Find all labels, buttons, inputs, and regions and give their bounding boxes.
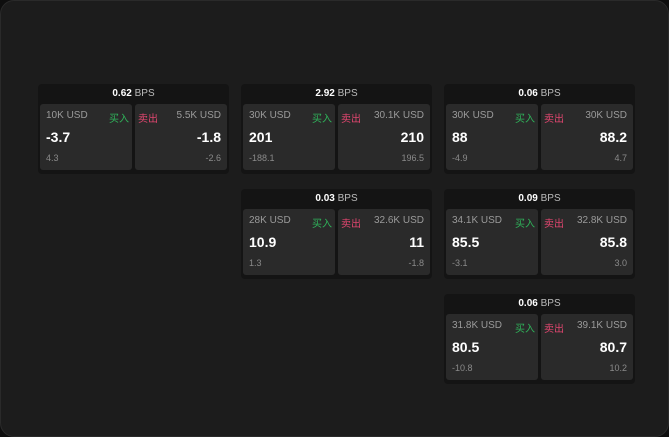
spread-unit: BPS	[540, 88, 561, 99]
sell-amount: 32.8K USD	[576, 215, 627, 226]
sell-amount: 32.6K USD	[373, 215, 424, 226]
sell-amount: 39.1K USD	[576, 320, 627, 331]
buy-change: 1.3	[249, 258, 262, 268]
sell-label: 卖出	[544, 324, 564, 335]
buy-price: 201	[249, 129, 273, 145]
sell-amount: 30K USD	[585, 110, 627, 121]
buy-price: 10.9	[249, 234, 277, 250]
sell-price: 85.8	[599, 234, 627, 250]
buy-price: 80.5	[452, 339, 480, 355]
buy-cell[interactable]: 34.1K USD 买入 85.5 -3.1	[446, 209, 538, 275]
sell-change: 196.5	[401, 153, 424, 163]
sell-label: 卖出	[341, 219, 361, 230]
sell-price: 88.2	[599, 129, 627, 145]
spread-value: 0.06	[518, 298, 538, 309]
buy-price: 88	[452, 129, 468, 145]
spread-value: 0.03	[315, 193, 335, 204]
buy-label: 买入	[515, 114, 535, 125]
buy-amount: 31.8K USD	[452, 320, 503, 331]
spread-value: 2.92	[315, 88, 335, 99]
buy-price: -3.7	[46, 129, 71, 145]
buy-label: 买入	[312, 114, 332, 125]
sell-cell[interactable]: 卖出 30K USD 88.2 4.7	[541, 104, 633, 170]
quote-card: 0.06 BPS 31.8K USD 买入 80.5 -10.8 卖出 39.1…	[444, 294, 635, 384]
buy-change: -4.9	[452, 153, 468, 163]
buy-amount: 28K USD	[249, 215, 291, 226]
spread-header: 0.06 BPS	[444, 84, 635, 104]
buy-amount: 30K USD	[452, 110, 494, 121]
sell-price: 210	[400, 129, 424, 145]
spread-header: 0.62 BPS	[38, 84, 229, 104]
buy-change: 4.3	[46, 153, 59, 163]
spread-value: 0.09	[518, 193, 538, 204]
spread-unit: BPS	[134, 88, 155, 99]
sell-change: 4.7	[614, 153, 627, 163]
sell-label: 卖出	[341, 114, 361, 125]
spread-header: 2.92 BPS	[241, 84, 432, 104]
spread-unit: BPS	[540, 298, 561, 309]
buy-label: 买入	[515, 219, 535, 230]
sell-price: 80.7	[599, 339, 627, 355]
spread-unit: BPS	[337, 193, 358, 204]
buy-cell[interactable]: 30K USD 买入 201 -188.1	[243, 104, 335, 170]
sell-cell[interactable]: 卖出 39.1K USD 80.7 10.2	[541, 314, 633, 380]
sell-price: 11	[409, 234, 424, 250]
spread-value: 0.62	[112, 88, 132, 99]
sell-change: 10.2	[609, 363, 627, 373]
sell-change: -2.6	[205, 153, 221, 163]
quote-card: 0.06 BPS 30K USD 买入 88 -4.9 卖出 30K USD 8…	[444, 84, 635, 174]
spread-header: 0.06 BPS	[444, 294, 635, 314]
spread-header: 0.03 BPS	[241, 189, 432, 209]
buy-cell[interactable]: 31.8K USD 买入 80.5 -10.8	[446, 314, 538, 380]
sell-price: -1.8	[196, 129, 221, 145]
spread-unit: BPS	[337, 88, 358, 99]
sell-cell[interactable]: 卖出 5.5K USD -1.8 -2.6	[135, 104, 227, 170]
sell-label: 卖出	[544, 219, 564, 230]
buy-change: -10.8	[452, 363, 473, 373]
quote-card: 0.03 BPS 28K USD 买入 10.9 1.3 卖出 32.6K US…	[241, 189, 432, 279]
buy-change: -3.1	[452, 258, 468, 268]
buy-price: 85.5	[452, 234, 480, 250]
buy-cell[interactable]: 28K USD 买入 10.9 1.3	[243, 209, 335, 275]
buy-label: 买入	[109, 114, 129, 125]
sell-cell[interactable]: 卖出 32.6K USD 11 -1.8	[338, 209, 430, 275]
buy-amount: 30K USD	[249, 110, 291, 121]
sell-cell[interactable]: 卖出 30.1K USD 210 196.5	[338, 104, 430, 170]
buy-label: 买入	[312, 219, 332, 230]
sell-label: 卖出	[138, 114, 158, 125]
buy-amount: 10K USD	[46, 110, 88, 121]
quote-card: 0.09 BPS 34.1K USD 买入 85.5 -3.1 卖出 32.8K…	[444, 189, 635, 279]
buy-cell[interactable]: 10K USD 买入 -3.7 4.3	[40, 104, 132, 170]
spread-header: 0.09 BPS	[444, 189, 635, 209]
sell-change: 3.0	[614, 258, 627, 268]
buy-cell[interactable]: 30K USD 买入 88 -4.9	[446, 104, 538, 170]
buy-label: 买入	[515, 324, 535, 335]
sell-cell[interactable]: 卖出 32.8K USD 85.8 3.0	[541, 209, 633, 275]
quote-card: 0.62 BPS 10K USD 买入 -3.7 4.3 卖出 5.5K USD…	[38, 84, 229, 174]
buy-change: -188.1	[249, 153, 275, 163]
spread-value: 0.06	[518, 88, 538, 99]
sell-amount: 30.1K USD	[373, 110, 424, 121]
buy-amount: 34.1K USD	[452, 215, 503, 226]
spread-unit: BPS	[540, 193, 561, 204]
sell-label: 卖出	[544, 114, 564, 125]
quote-card: 2.92 BPS 30K USD 买入 201 -188.1 卖出 30.1K …	[241, 84, 432, 174]
sell-change: -1.8	[408, 258, 424, 268]
sell-amount: 5.5K USD	[176, 110, 221, 121]
